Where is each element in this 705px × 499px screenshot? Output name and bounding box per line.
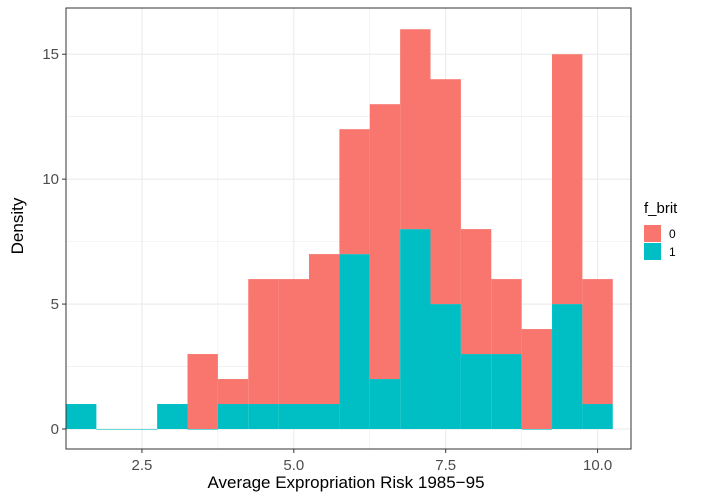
legend-label-0: 0 xyxy=(669,227,676,241)
histogram-bar-series-0 xyxy=(187,354,218,430)
x-tick-label: 10.0 xyxy=(583,457,612,474)
x-tick-label: 2.5 xyxy=(132,457,153,474)
histogram-bar-series-0 xyxy=(278,279,310,405)
y-tick-label: 0 xyxy=(51,421,59,438)
histogram-bar-series-1 xyxy=(217,404,249,430)
histogram-bar-series-1 xyxy=(309,404,340,430)
histogram-bar-series-0 xyxy=(369,104,401,380)
y-tick-label: 15 xyxy=(42,46,59,63)
y-tick-label: 10 xyxy=(42,171,59,188)
plot-area xyxy=(65,7,632,450)
legend-key-0 xyxy=(644,225,661,242)
x-tick-label: 5.0 xyxy=(283,457,304,474)
histogram-bar-series-1 xyxy=(400,229,431,430)
histogram-bar-series-0 xyxy=(552,54,583,305)
histogram-bar-series-1 xyxy=(339,254,370,430)
x-axis-title: Average Expropriation Risk 1985−95 xyxy=(207,473,484,492)
histogram-bar-series-1 xyxy=(552,304,583,430)
histogram-bar-series-1 xyxy=(187,429,218,430)
histogram-bar-series-0 xyxy=(430,79,461,305)
histogram-bar-series-1 xyxy=(460,354,492,430)
histogram-bar-series-0 xyxy=(491,279,522,355)
histogram-bar-series-1 xyxy=(491,354,522,430)
histogram-bar-series-1 xyxy=(369,379,401,430)
histogram-bar-series-1 xyxy=(66,404,97,430)
histogram-bar-series-0 xyxy=(248,279,279,405)
histogram-bar-series-1 xyxy=(582,404,613,430)
histogram-bar-series-1 xyxy=(521,429,553,430)
histogram-bar-series-1 xyxy=(278,404,310,430)
histogram-bar-series-1 xyxy=(248,404,279,430)
x-tick-label: 7.5 xyxy=(435,457,456,474)
histogram-bar-series-0 xyxy=(582,279,613,405)
histogram-bar-series-0 xyxy=(217,379,249,405)
histogram-bar-series-0 xyxy=(400,29,431,230)
histogram-bar-series-0 xyxy=(309,254,340,405)
panel-border xyxy=(65,7,632,450)
y-tick-label: 5 xyxy=(51,296,59,313)
legend-key-1 xyxy=(644,243,661,260)
legend: f_brit 0 1 xyxy=(644,200,678,260)
legend-label-1: 1 xyxy=(669,245,676,259)
histogram-bar-series-1 xyxy=(430,304,461,430)
histogram-bar-series-0 xyxy=(460,229,492,355)
legend-title: f_brit xyxy=(644,200,678,217)
histogram-bar-series-1 xyxy=(126,429,158,430)
histogram-bar-series-0 xyxy=(521,329,553,430)
y-axis-title: Density xyxy=(8,197,27,254)
histogram-bar-series-1 xyxy=(157,404,188,430)
histogram-bar-series-0 xyxy=(339,129,370,255)
histogram-bar-series-1 xyxy=(96,429,127,430)
